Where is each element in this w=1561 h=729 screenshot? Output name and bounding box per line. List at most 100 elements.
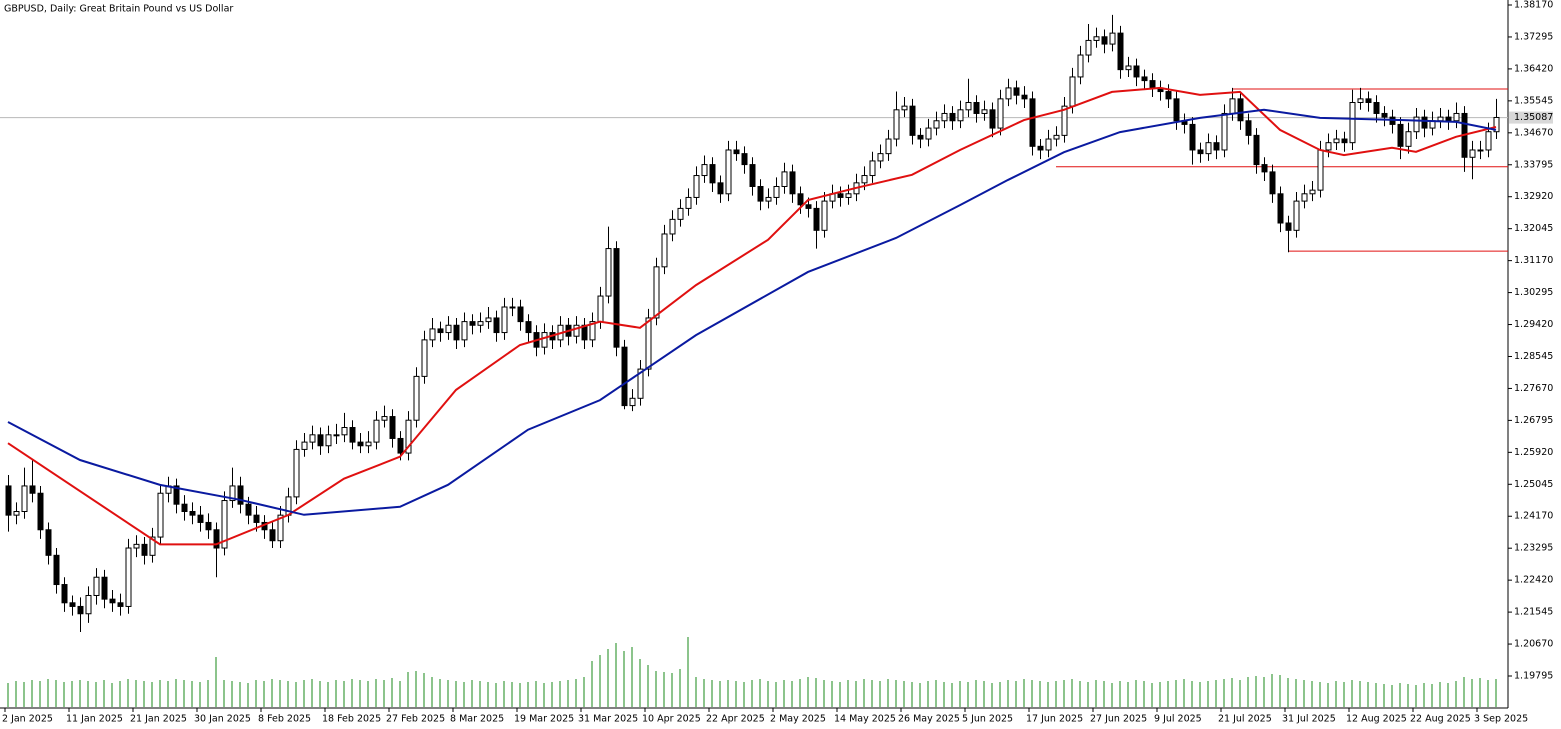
candle-body (357, 441, 364, 447)
candle-body (485, 317, 492, 323)
candle-body (213, 529, 220, 549)
x-tick-label: 2 Jan 2025 (2, 714, 53, 725)
candle-body (733, 149, 740, 155)
candle-body (1421, 116, 1428, 129)
candle-body (501, 306, 508, 334)
y-tick-label: 1.26795 (1514, 415, 1553, 426)
candle-body (197, 514, 204, 523)
candle-body (693, 175, 700, 198)
candle-body (29, 485, 36, 494)
moving-average (7, 108, 1497, 516)
candle-body (341, 427, 348, 436)
candle-body (1285, 222, 1292, 231)
candle-body (765, 196, 772, 202)
x-tick-label: 22 Aug 2025 (1410, 714, 1471, 725)
candle-body (373, 419, 380, 443)
candle-body (869, 160, 876, 177)
candle-body (437, 328, 444, 334)
candle-body (269, 529, 276, 542)
candle-body (941, 112, 948, 122)
x-tick-label: 22 Apr 2025 (706, 714, 765, 725)
x-tick-label: 31 Jul 2025 (1282, 714, 1336, 725)
x-tick-label: 27 Feb 2025 (386, 714, 445, 725)
candle-body (93, 576, 100, 596)
candle-body (613, 248, 620, 348)
candle-body (389, 416, 396, 439)
candle-body (333, 434, 340, 437)
candle-body (1069, 76, 1076, 107)
candle-body (237, 485, 244, 505)
x-tick-label: 14 May 2025 (834, 714, 896, 725)
candle-body (709, 164, 716, 184)
candle-body (1277, 193, 1284, 224)
x-tick-label: 21 Jul 2025 (1218, 714, 1272, 725)
candle-body (1469, 149, 1476, 158)
candle-body (1109, 32, 1116, 45)
candle-body (989, 109, 996, 129)
candle-body (933, 120, 940, 129)
y-tick-label: 1.25920 (1514, 447, 1553, 458)
candle-body (69, 602, 76, 607)
x-tick-label: 21 Jan 2025 (130, 714, 187, 725)
candle-body (669, 218, 676, 235)
y-tick-label: 1.22420 (1514, 575, 1553, 586)
x-tick-label: 9 Jul 2025 (1154, 714, 1202, 725)
candle-body (1405, 131, 1412, 147)
candle-body (757, 185, 764, 202)
y-tick-label: 1.35545 (1514, 95, 1553, 106)
candle-body (1189, 123, 1196, 151)
candle-body (1061, 105, 1068, 136)
candle-body (365, 441, 372, 447)
x-tick-label: 19 Mar 2025 (514, 714, 574, 725)
chart-title: GBPUSD, Daily: Great Britain Pound vs US… (4, 4, 233, 15)
candle-body (1341, 138, 1348, 144)
candle-body (461, 321, 468, 341)
candle-body (1349, 102, 1356, 144)
y-tick-label: 1.32920 (1514, 191, 1553, 202)
candle-body (541, 332, 548, 348)
x-tick-label: 10 Apr 2025 (642, 714, 701, 725)
candle-body (157, 492, 164, 538)
candle-body (45, 529, 52, 556)
candle-body (453, 324, 460, 341)
y-tick-label: 1.32045 (1514, 223, 1553, 234)
candle-body (789, 171, 796, 195)
candle-body (53, 554, 60, 586)
y-tick-label: 1.33795 (1514, 159, 1553, 170)
candle-body (1237, 98, 1244, 122)
candle-body (1437, 116, 1444, 122)
y-tick-label: 1.29420 (1514, 319, 1553, 330)
y-tick-label: 1.27670 (1514, 383, 1553, 394)
candle-body (877, 153, 884, 162)
y-tick-label: 1.38170 (1514, 0, 1553, 11)
x-tick-label: 8 Mar 2025 (450, 714, 504, 725)
candle-body (317, 434, 324, 447)
candle-body (309, 434, 316, 443)
y-tick-label: 1.24170 (1514, 511, 1553, 522)
candle-body (245, 503, 252, 516)
candle-body (677, 207, 684, 220)
candle-body (597, 295, 604, 323)
candle-body (525, 321, 532, 334)
candle-body (965, 102, 972, 111)
candle-body (293, 448, 300, 498)
candle-body (1173, 98, 1180, 122)
candle-body (1005, 87, 1012, 100)
candle-body (589, 321, 596, 341)
candle-body (517, 306, 524, 323)
candle-body (645, 317, 652, 370)
candle-body (1165, 91, 1172, 100)
candle-body (1333, 138, 1340, 144)
candle-body (1077, 54, 1084, 78)
x-tick-label: 8 Feb 2025 (258, 714, 311, 725)
candle-body (661, 233, 668, 268)
candle-body (221, 500, 228, 549)
candle-body (861, 175, 868, 184)
candle-body (1413, 116, 1420, 133)
candle-body (477, 321, 484, 326)
candle-body (621, 346, 628, 407)
candle-body (781, 171, 788, 187)
candle-body (1269, 171, 1276, 195)
